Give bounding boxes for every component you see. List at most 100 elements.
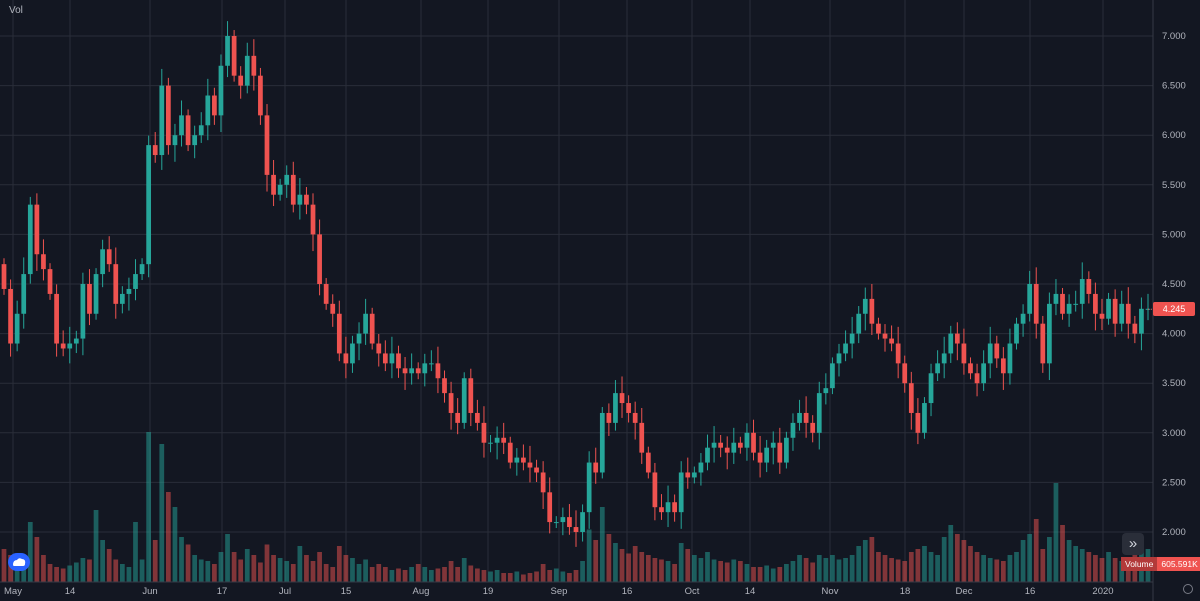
candle-body — [777, 442, 783, 463]
volume-bar — [133, 522, 138, 582]
volume-bar — [1073, 546, 1079, 582]
candle-body — [428, 363, 434, 365]
candle-body — [336, 313, 342, 354]
candle-body — [481, 422, 487, 443]
x-tick-label: Jul — [279, 586, 291, 597]
candle-body — [843, 343, 848, 354]
candle-body — [297, 194, 303, 205]
candle-body — [665, 502, 671, 513]
volume-bars — [1, 432, 1151, 582]
candle-body — [382, 353, 388, 364]
candle-body — [869, 298, 875, 324]
volume-bar — [1000, 561, 1006, 582]
candle-body — [915, 412, 921, 433]
scroll-to-realtime-button[interactable]: » — [1122, 533, 1144, 555]
volume-bar — [264, 544, 270, 582]
candle-body — [304, 194, 309, 205]
volume-bar — [553, 568, 559, 582]
volume-bar — [41, 555, 46, 582]
candle-body — [317, 234, 322, 284]
volume-bar — [797, 555, 802, 582]
candle-body — [415, 368, 421, 374]
gear-icon[interactable] — [1183, 584, 1193, 594]
candle-body — [212, 95, 217, 116]
volume-bar — [685, 549, 691, 582]
volume-bar — [80, 558, 86, 582]
volume-bar — [218, 552, 224, 582]
candle-body — [941, 353, 947, 364]
volume-bar — [908, 552, 914, 582]
volume-bar — [836, 559, 842, 582]
volume-bar — [376, 564, 382, 582]
volume-bar — [718, 561, 724, 582]
candle-body — [560, 517, 566, 523]
candle-body — [238, 75, 244, 86]
candle-body — [1, 264, 7, 289]
candle-body — [882, 333, 888, 339]
candle-body — [784, 437, 789, 463]
volume-bar — [1066, 540, 1072, 582]
candle-body — [422, 363, 428, 374]
price-axis[interactable]: 2.000 2.500 3.000 3.500 4.000 4.500 5.000 5.500… — [1152, 0, 1186, 601]
volume-bar — [310, 561, 316, 582]
volume-bar — [73, 562, 79, 582]
candle-body — [93, 274, 99, 314]
candle-body — [810, 422, 816, 433]
candle-body — [705, 447, 710, 463]
candle-body — [218, 65, 224, 116]
volume-bar — [928, 552, 934, 582]
candle-body — [1020, 313, 1026, 324]
volume-bar — [251, 555, 257, 582]
candle-body — [468, 378, 474, 413]
candle-body — [961, 343, 967, 364]
candle-body — [547, 492, 553, 523]
y-tick-label: 5.500 — [1162, 180, 1186, 191]
volume-badge-label: Volume — [1121, 557, 1158, 571]
volume-bar — [192, 555, 198, 582]
candle-body — [606, 412, 612, 423]
x-tick-label: Dec — [956, 586, 973, 597]
volume-bar — [691, 555, 697, 582]
volume-bar — [521, 574, 526, 582]
candle-body — [73, 338, 79, 344]
volume-bar — [258, 562, 263, 582]
volume-bar — [468, 565, 474, 582]
volume-indicator-title: Vol — [9, 5, 23, 16]
x-tick-label: Jun — [142, 586, 157, 597]
volume-bar — [639, 552, 645, 582]
volume-bar — [1047, 537, 1052, 582]
tradingview-cloud-icon[interactable] — [8, 553, 30, 571]
y-tick-label: 2.000 — [1162, 527, 1186, 538]
candle-body — [1132, 323, 1138, 334]
volume-bar — [698, 558, 704, 582]
candle-body — [672, 502, 677, 513]
volume-bar — [428, 570, 434, 582]
candle-body — [731, 442, 737, 453]
volume-bar — [100, 540, 105, 582]
volume-bar — [455, 567, 461, 582]
candle-body — [251, 55, 257, 76]
candle-body — [738, 442, 743, 448]
volume-bar — [415, 564, 421, 582]
candle-body — [586, 462, 592, 513]
volume-bar — [764, 565, 770, 582]
candle-body — [264, 115, 270, 175]
candle-body — [856, 313, 862, 334]
time-axis[interactable]: May 14 Jun 17 Jul 15 Aug 19 Sep 16 Oct 14 Nov 18 Dec 16… — [0, 581, 1153, 597]
volume-bar — [179, 537, 184, 582]
candle-body — [448, 393, 454, 413]
candle-body — [225, 36, 230, 66]
volume-bar — [1099, 558, 1105, 582]
candle-body — [593, 462, 599, 473]
volume-bar — [981, 555, 986, 582]
y-tick-label: 6.000 — [1162, 130, 1186, 141]
volume-bar — [277, 558, 283, 582]
volume-bar — [948, 525, 954, 582]
candle-body — [751, 432, 756, 453]
candle-body — [442, 378, 447, 394]
volume-bar — [166, 492, 171, 582]
volume-bar — [895, 559, 901, 582]
volume-bar — [113, 559, 119, 582]
y-tick-label: 2.500 — [1162, 477, 1186, 488]
